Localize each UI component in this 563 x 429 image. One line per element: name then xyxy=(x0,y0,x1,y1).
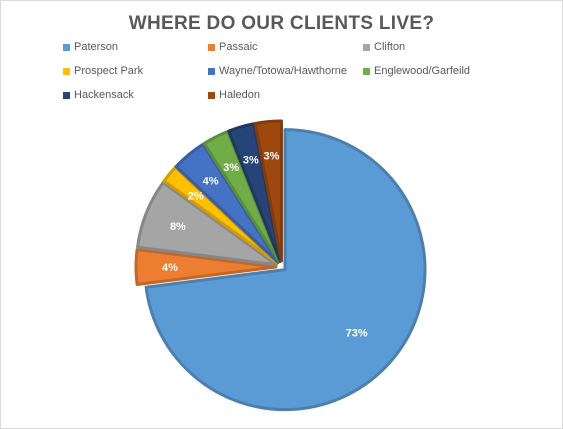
data-label: 4% xyxy=(162,262,178,274)
legend-label: Hackensack xyxy=(74,89,134,101)
legend-swatch xyxy=(63,91,70,99)
data-label: 3% xyxy=(243,154,259,166)
data-label: 3% xyxy=(223,162,239,174)
legend-label: Englewood/Garfeild xyxy=(374,65,471,77)
legend-swatch xyxy=(363,67,370,75)
legend-label: Wayne/Totowa/Hawthorne xyxy=(219,65,347,77)
pie-slice-clifton xyxy=(136,181,278,267)
legend-label: Clifton xyxy=(374,41,406,53)
legend-swatch xyxy=(208,43,215,51)
legend-label: Passaic xyxy=(219,41,258,53)
legend-label: Haledon xyxy=(219,89,260,101)
legend-swatch xyxy=(63,67,70,75)
legend-label: Prospect Park xyxy=(74,65,144,77)
data-label: 8% xyxy=(170,221,186,233)
pie-slice-paterson xyxy=(144,128,427,412)
legend-item: Prospect Park xyxy=(63,65,143,77)
legend-item: Paterson xyxy=(63,41,118,53)
data-label: 2% xyxy=(188,191,204,203)
legend-item: Haledon xyxy=(208,89,260,101)
pie-slice-passaic xyxy=(134,247,278,287)
legend-label: Paterson xyxy=(74,41,119,53)
legend-item: Englewood/Garfeild xyxy=(363,65,470,77)
chart-title: WHERE DO OUR CLIENTS LIVE? xyxy=(128,13,435,34)
legend-item: Wayne/Totowa/Hawthorne xyxy=(208,65,347,77)
legend-swatch xyxy=(63,43,70,51)
legend-item: Passaic xyxy=(208,41,258,53)
data-label: 4% xyxy=(203,176,219,188)
legend-item: Clifton xyxy=(363,41,405,53)
legend-item: Hackensack xyxy=(63,89,134,101)
legend-swatch xyxy=(208,67,215,75)
legend: Paterson Passaic Clifton Prospect Park Wayne… xyxy=(1,1,562,111)
data-label: 73% xyxy=(346,328,368,340)
data-label: 3% xyxy=(264,151,280,163)
legend-swatch xyxy=(208,91,215,99)
pie-slice-haledon xyxy=(253,119,283,263)
legend-swatch xyxy=(363,43,370,51)
